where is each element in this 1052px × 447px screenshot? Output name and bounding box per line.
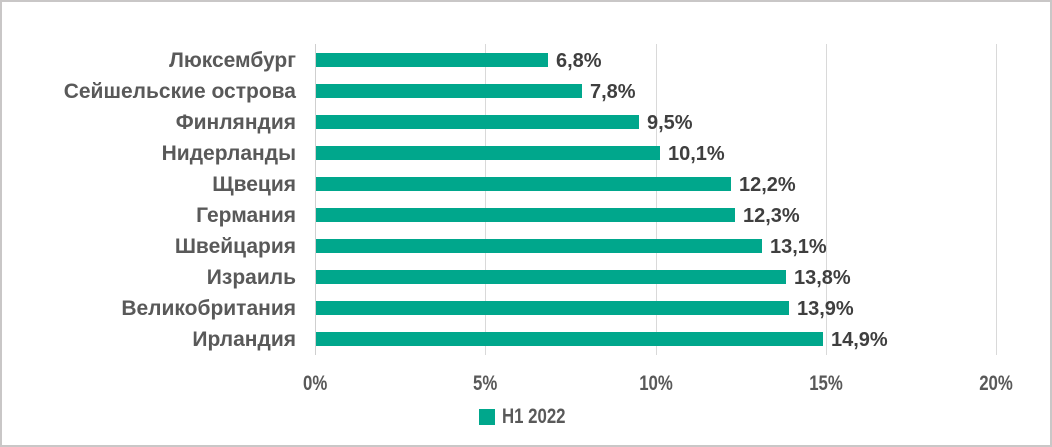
gridline (996, 44, 997, 355)
category-label: Щвеция (212, 173, 296, 196)
value-label: 13,1% (770, 236, 827, 258)
bar (316, 146, 660, 160)
category-label: Нидерланды (161, 142, 296, 165)
x-tick-label: 15% (781, 373, 871, 394)
x-tick-label: 20% (951, 373, 1041, 394)
legend-swatch-icon (479, 408, 495, 425)
category-label: Израиль (206, 266, 296, 289)
plot-area: 6,8% 7,8% 9,5% 10,1% 12,2% 12,3% 13,1% 13,8% 13,… (315, 44, 997, 355)
category-label: Швейцария (174, 235, 296, 258)
value-label: 7,8% (590, 81, 636, 103)
bar (316, 84, 582, 98)
category-label: Великобритания (121, 297, 296, 320)
category-label: Финляндия (175, 111, 296, 134)
value-label: 6,8% (556, 50, 602, 72)
category-label: Германия (196, 204, 296, 227)
gridline (485, 44, 486, 355)
x-tick-label-text: 10% (639, 372, 673, 395)
value-label: 14,9% (831, 329, 888, 351)
value-label: 12,3% (743, 205, 800, 227)
value-label: 13,8% (794, 267, 851, 289)
gridline (826, 44, 827, 355)
x-tick-label-text: 0% (302, 372, 328, 395)
bar (316, 270, 786, 284)
x-tick-label-text: 20% (979, 372, 1013, 395)
value-label: 13,9% (797, 298, 854, 320)
category-label: Люксембург (169, 49, 296, 72)
value-label: 12,2% (739, 174, 796, 196)
category-label: Сейшельские острова (63, 80, 296, 103)
bar (316, 115, 639, 129)
gridline (656, 44, 657, 355)
legend-label: H1 2022 (502, 405, 566, 428)
bar (316, 239, 762, 253)
x-tick-label: 10% (611, 373, 701, 394)
bar (316, 332, 823, 346)
bar (316, 208, 735, 222)
x-tick-label: 0% (270, 373, 360, 394)
bar (316, 53, 548, 67)
category-label: Ирландия (192, 328, 296, 351)
x-tick-label-text: 15% (809, 372, 843, 395)
bar (316, 177, 731, 191)
legend: H1 2022 (479, 406, 581, 427)
value-axis-line (315, 44, 316, 355)
x-tick-label: 5% (440, 373, 530, 394)
value-label: 9,5% (647, 112, 693, 134)
x-tick-label-text: 5% (472, 372, 498, 395)
value-label: 10,1% (668, 143, 725, 165)
bar (316, 301, 789, 315)
